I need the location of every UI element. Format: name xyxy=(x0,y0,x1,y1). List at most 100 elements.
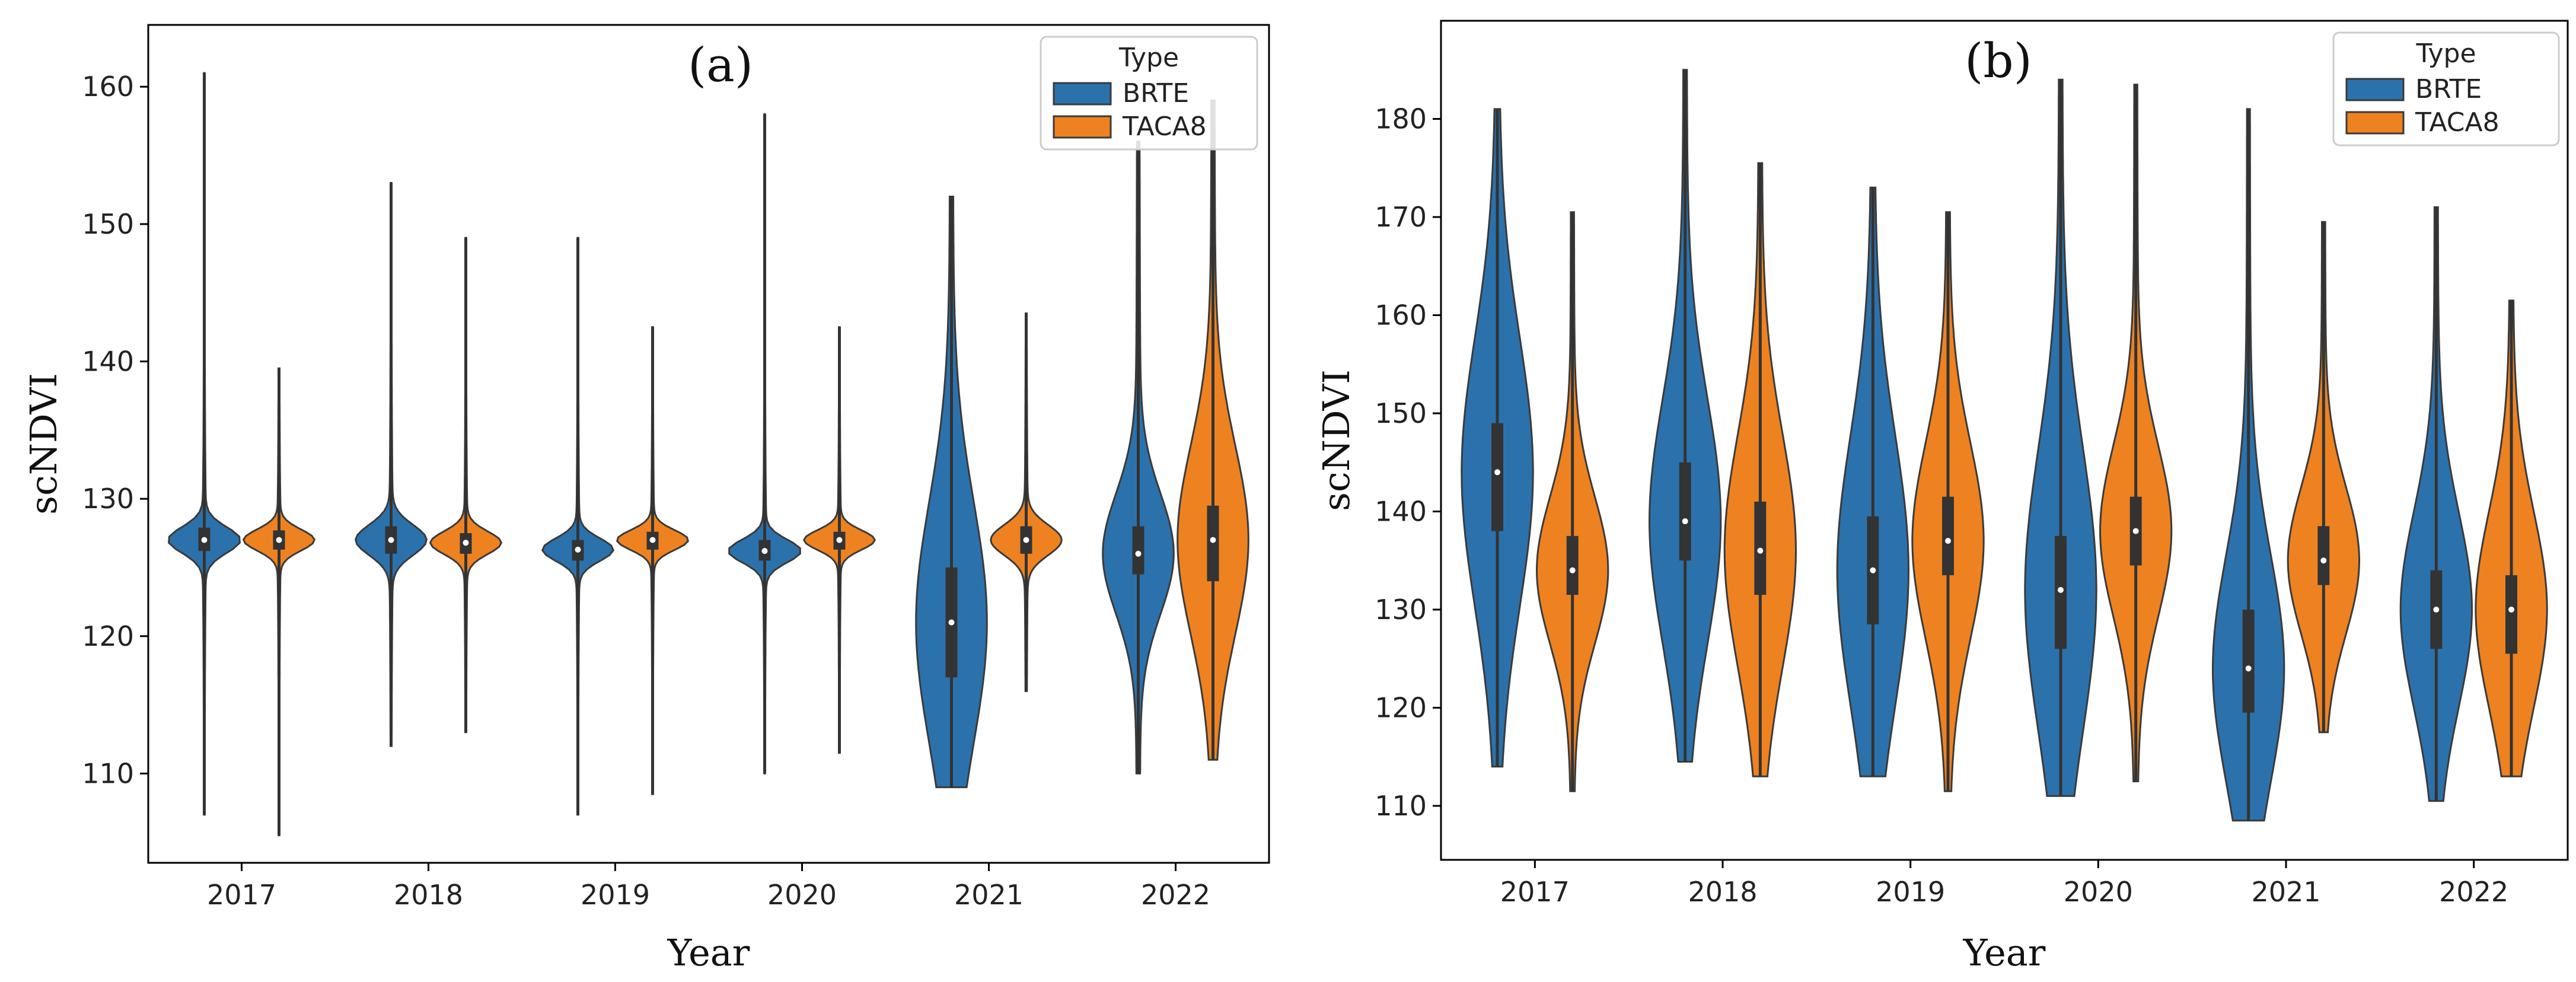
median-dot xyxy=(1757,547,1764,554)
y-axis-title: scNDVI xyxy=(1315,369,1358,511)
iqr-box xyxy=(1942,496,1954,576)
y-tick-label: 140 xyxy=(82,346,134,378)
violin-taca8-2018 xyxy=(1723,162,1797,777)
median-dot xyxy=(276,537,282,543)
violin-taca8-2019 xyxy=(1911,211,1985,792)
median-dot xyxy=(2508,606,2514,613)
iqr-box xyxy=(1566,535,1579,595)
legend-label-taca8: TACA8 xyxy=(2415,107,2500,138)
median-dot xyxy=(575,546,581,553)
panel-label: (a) xyxy=(688,37,753,93)
violin-brte-2018 xyxy=(1649,69,1722,763)
violin-brte-2022 xyxy=(2399,206,2473,802)
x-tick-label: 2022 xyxy=(2439,876,2508,908)
series-taca8 xyxy=(242,99,1249,837)
x-tick-label: 2020 xyxy=(767,879,837,911)
x-tick-label: 2017 xyxy=(207,879,276,911)
violin-taca8-2022 xyxy=(1177,99,1249,761)
violin-taca8-2018 xyxy=(429,237,503,734)
violin-brte-2021 xyxy=(915,196,988,789)
legend-label-taca8: TACA8 xyxy=(1122,111,1207,142)
median-dot xyxy=(761,548,768,554)
x-tick-label: 2019 xyxy=(581,879,650,911)
chart-panel-a: 110 120 130 140 150 160 2017 2018 2019 2020 2021 20… xyxy=(22,24,1270,974)
legend-title: Type xyxy=(2415,39,2476,69)
median-dot xyxy=(201,537,208,543)
legend-label-brte: BRTE xyxy=(1123,78,1189,109)
median-dot xyxy=(948,619,955,626)
x-tick-label: 2018 xyxy=(1688,876,1757,908)
iqr-box xyxy=(1207,505,1219,582)
median-dot xyxy=(2320,557,2327,564)
iqr-box xyxy=(1679,462,1691,561)
x-tick-label: 2020 xyxy=(2064,876,2133,908)
iqr-box xyxy=(2242,609,2255,713)
iqr-box xyxy=(1491,423,1503,531)
violin-brte-2018 xyxy=(355,181,428,747)
x-tick-label: 2021 xyxy=(2251,876,2320,908)
legend-swatch-brte xyxy=(1053,82,1112,106)
median-dot xyxy=(388,537,394,543)
median-dot xyxy=(649,537,656,543)
violin-brte-2022 xyxy=(1102,141,1175,774)
series-taca8 xyxy=(1535,84,2548,792)
legend-swatch-brte xyxy=(2345,78,2405,101)
plot-frame xyxy=(147,24,1270,864)
y-axis-title: scNDVI xyxy=(22,373,65,515)
median-dot xyxy=(1945,538,1951,544)
y-tick-label: 110 xyxy=(1375,790,1427,822)
median-dot xyxy=(1682,518,1688,525)
plot-frame xyxy=(1440,20,2569,861)
x-tick-label: 2021 xyxy=(954,879,1024,911)
series-brte xyxy=(168,72,1175,816)
x-axis-title: Year xyxy=(667,931,750,974)
y-tick-label: 130 xyxy=(82,483,134,515)
median-dot xyxy=(2245,665,2252,672)
legend-swatch-taca8 xyxy=(1053,115,1112,139)
violin-taca8-2022 xyxy=(2475,299,2548,777)
violin-brte-2021 xyxy=(2212,108,2285,822)
x-tick-label: 2017 xyxy=(1500,876,1570,908)
chart-panel-b: 110 120 130 140 150 160 170 180 2017 2018 2019 2020… xyxy=(1315,20,2569,974)
median-dot xyxy=(1569,567,1576,573)
violin-taca8-2020 xyxy=(2099,84,2173,783)
legend-title: Type xyxy=(1118,43,1179,73)
violin-taca8-2017 xyxy=(1535,211,1609,792)
y-tick-label: 170 xyxy=(1375,201,1427,233)
violin-brte-2019 xyxy=(541,237,615,816)
median-dot xyxy=(1135,550,1142,557)
violin-brte-2019 xyxy=(1836,186,1910,777)
y-tick-label: 150 xyxy=(82,208,134,240)
median-dot xyxy=(1210,537,1216,543)
x-tick-label: 2018 xyxy=(394,879,463,911)
median-dot xyxy=(836,537,843,543)
median-dot xyxy=(463,540,469,546)
y-tick-label: 130 xyxy=(1375,594,1427,626)
violin-brte-2017 xyxy=(168,72,241,816)
y-tick-label: 150 xyxy=(1375,397,1427,429)
median-dot xyxy=(1494,469,1500,476)
violin-brte-2020 xyxy=(2024,78,2097,797)
iqr-box xyxy=(2505,575,2517,654)
median-dot xyxy=(1023,537,1029,543)
x-axis-title: Year xyxy=(1963,931,2046,974)
series-brte xyxy=(1461,69,2473,822)
violin-taca8-2021 xyxy=(2287,221,2360,734)
median-dot xyxy=(2132,528,2139,534)
violin-brte-2020 xyxy=(728,113,801,774)
violin-taca8-2017 xyxy=(242,367,316,837)
violin-taca8-2019 xyxy=(616,326,689,795)
legend-label-brte: BRTE xyxy=(2415,74,2482,104)
y-tick-label: 180 xyxy=(1375,103,1427,135)
y-tick-label: 160 xyxy=(1375,299,1427,331)
violin-brte-2017 xyxy=(1461,108,1534,768)
median-dot xyxy=(1870,567,1876,573)
y-tick-label: 120 xyxy=(1375,691,1427,723)
legend-swatch-taca8 xyxy=(2345,111,2405,135)
y-tick-label: 110 xyxy=(82,757,134,789)
median-dot xyxy=(2058,586,2064,593)
violin-taca8-2021 xyxy=(990,312,1063,692)
